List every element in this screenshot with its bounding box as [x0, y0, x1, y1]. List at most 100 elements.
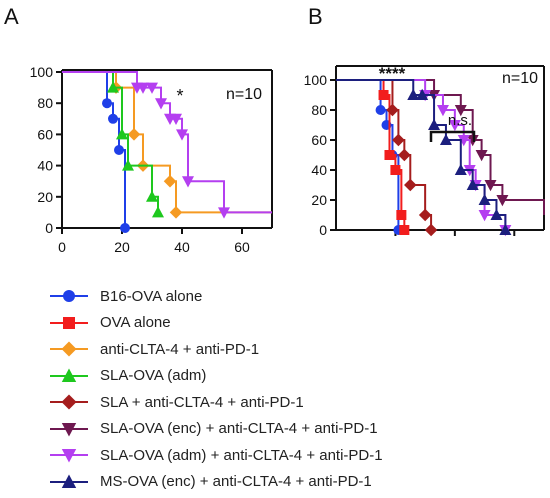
panel-a-point-b16-ova-alone [114, 145, 124, 155]
panel-b-point-ms-ova-enc-anti-clta-4-anti-pd-1 [428, 118, 441, 130]
panel-b-point-sla-ova-adm-anti-clta-4-anti-pd-1 [436, 105, 449, 117]
legend-item: B16-OVA alone [48, 283, 538, 310]
panel-b-point-ms-ova-enc-anti-clta-4-anti-pd-1 [439, 133, 452, 145]
panel-b-curve-sla-ova-enc-anti-clta-4-anti-pd-1 [336, 79, 545, 215]
legend-marker [63, 290, 75, 303]
panel-b-chart: 0 20 40 60 80 100 n=10 **** n.s. [304, 64, 545, 238]
panel-b-point-ova-alone [396, 210, 407, 220]
panel-a-point-sla-ova-adm-anti-clta-4-anti-pd-1 [182, 176, 194, 188]
panel-a-x-tick-label: 40 [174, 239, 190, 255]
panel-b-y-tick-label: 80 [311, 102, 327, 118]
panel-b-point-ova-alone [390, 165, 401, 175]
legend-label: MS-OVA (enc) + anti-CLTA-4 + anti-PD-1 [100, 473, 372, 491]
legend-label: OVA alone [100, 314, 171, 332]
panel-b-point-sla-ova-enc-anti-clta-4-anti-pd-1 [484, 180, 497, 192]
legend-symbol [50, 341, 88, 357]
panel-a-point-sla-ova-adm-anti-clta-4-anti-pd-1 [176, 129, 188, 141]
panel-b-n-label: n=10 [502, 70, 538, 87]
panel-b-point-sla-anti-clta-4-anti-pd-1 [404, 178, 417, 192]
panel-b-point-ova-alone [399, 225, 410, 235]
panel-a-y-tick-label: 80 [37, 95, 53, 111]
panel-b-point-ms-ova-enc-anti-clta-4-anti-pd-1 [490, 208, 503, 220]
legend-label: SLA + anti-CLTA-4 + anti-PD-1 [100, 393, 304, 411]
legend-label: B16-OVA alone [100, 287, 203, 305]
panel-a-point-sla-ova-adm-anti-clta-4-anti-pd-1 [146, 82, 158, 94]
panel-b-y-tick-label: 20 [311, 192, 327, 208]
panel-a-y-tick-label: 0 [45, 220, 53, 236]
panel-a-x-tick-label: 20 [114, 239, 130, 255]
panel-b-point-sla-anti-clta-4-anti-pd-1 [398, 148, 411, 162]
panel-b-point-ms-ova-enc-anti-clta-4-anti-pd-1 [454, 163, 467, 175]
panel-a-point-b16-ova-alone [120, 223, 130, 233]
panel-a-x-tick-label: 60 [234, 239, 250, 255]
panel-b-point-sla-ova-enc-anti-clta-4-anti-pd-1 [496, 195, 509, 207]
panel-b-point-b16-ova-alone [375, 105, 386, 115]
panel-a-point-sla-ova-adm [146, 190, 158, 202]
panel-a-point-anti-clta-4-anti-pd-1 [127, 128, 141, 141]
panel-b-point-sla-anti-clta-4-anti-pd-1 [386, 103, 399, 117]
survival-figure: A B 0 20 40 60 80 100 0 20 40 60 n=10 * 0 20 40 60 80… [4, 4, 545, 255]
legend-item: SLA-OVA (enc) + anti-CLTA-4 + anti-PD-1 [48, 416, 538, 443]
panel-a-significance: * [176, 86, 183, 106]
legend-marker [61, 422, 77, 437]
panel-b-point-ms-ova-enc-anti-clta-4-anti-pd-1 [407, 88, 420, 100]
legend-marker [61, 449, 77, 463]
legend: B16-OVA alone OVA alone anti-CLTA-4 + anti… [48, 283, 538, 495]
legend-item: anti-CLTA-4 + anti-PD-1 [48, 336, 538, 363]
panel-a-point-sla-ova-adm-anti-clta-4-anti-pd-1 [137, 82, 149, 94]
panel-a-point-b16-ova-alone [108, 113, 118, 124]
legend-symbol [50, 368, 88, 382]
panel-b-y-tick-label: 40 [311, 162, 327, 178]
panel-b-point-sla-ova-enc-anti-clta-4-anti-pd-1 [475, 150, 488, 162]
panel-a-y-tick-label: 60 [37, 126, 53, 142]
panel-b-ns-bracket [429, 130, 476, 142]
panel-b-point-sla-ova-adm-anti-clta-4-anti-pd-1 [478, 210, 491, 222]
panel-a-y-tick-label: 100 [30, 64, 54, 80]
panel-label-a: A [4, 4, 19, 29]
panel-b-point-sla-anti-clta-4-anti-pd-1 [418, 208, 432, 222]
panel-a-point-sla-ova-adm [116, 128, 128, 140]
panel-b-y-tick-label: 60 [311, 132, 327, 148]
legend-label: SLA-OVA (adm) + anti-CLTA-4 + anti-PD-1 [100, 446, 383, 464]
panel-a-point-sla-ova-adm [107, 81, 119, 93]
panel-b-point-sla-ova-enc-anti-clta-4-anti-pd-1 [466, 135, 479, 147]
panel-a-y-tick-label: 20 [37, 189, 53, 205]
panel-a-point-sla-ova-adm [152, 206, 164, 218]
panel-a-point-anti-clta-4-anti-pd-1 [169, 206, 183, 219]
legend-item: SLA-OVA (adm) [48, 363, 538, 390]
panel-a-point-b16-ova-alone [102, 98, 112, 109]
panel-a-point-sla-ova-adm-anti-clta-4-anti-pd-1 [170, 113, 182, 126]
panel-b-point-sla-ova-enc-anti-clta-4-anti-pd-1 [454, 105, 467, 117]
legend-item: OVA alone [48, 310, 538, 337]
panel-b-point-ova-alone [378, 90, 389, 100]
legend-item: SLA + anti-CLTA-4 + anti-PD-1 [48, 389, 538, 416]
panel-b-point-ova-alone [384, 150, 395, 160]
panel-b-significance: **** [379, 64, 406, 83]
legend-symbol [50, 474, 88, 488]
panel-a-y-tick-label: 40 [37, 158, 53, 174]
legend-label: SLA-OVA (enc) + anti-CLTA-4 + anti-PD-1 [100, 420, 378, 438]
legend-symbol [50, 316, 88, 329]
panel-a-x-tick-label: 0 [58, 239, 66, 255]
legend-label: SLA-OVA (adm) [100, 367, 207, 385]
legend-symbol [50, 449, 88, 463]
legend-marker [61, 394, 77, 410]
panel-b-point-sla-ova-adm-anti-clta-4-anti-pd-1 [448, 120, 461, 132]
panel-a-point-sla-ova-adm-anti-clta-4-anti-pd-1 [155, 98, 167, 110]
legend-marker [61, 474, 77, 488]
panel-b-point-ms-ova-enc-anti-clta-4-anti-pd-1 [416, 88, 429, 100]
legend-item: SLA-OVA (adm) + anti-CLTA-4 + anti-PD-1 [48, 442, 538, 469]
legend-label: anti-CLTA-4 + anti-PD-1 [100, 340, 260, 358]
legend-marker [63, 316, 75, 329]
legend-marker [61, 368, 77, 382]
legend-symbol [50, 422, 88, 437]
legend-symbol [50, 290, 88, 303]
panel-b-point-ms-ova-enc-anti-clta-4-anti-pd-1 [499, 223, 512, 235]
panel-b-curve-sla-anti-clta-4-anti-pd-1 [336, 79, 433, 230]
panel-a-n-label: n=10 [226, 86, 262, 103]
panel-b-point-sla-anti-clta-4-anti-pd-1 [392, 133, 405, 147]
panel-b-point-ms-ova-enc-anti-clta-4-anti-pd-1 [466, 178, 479, 190]
panel-b-ns-label: n.s. [448, 112, 472, 129]
panel-label-b: B [308, 4, 323, 29]
legend-marker [61, 341, 77, 357]
